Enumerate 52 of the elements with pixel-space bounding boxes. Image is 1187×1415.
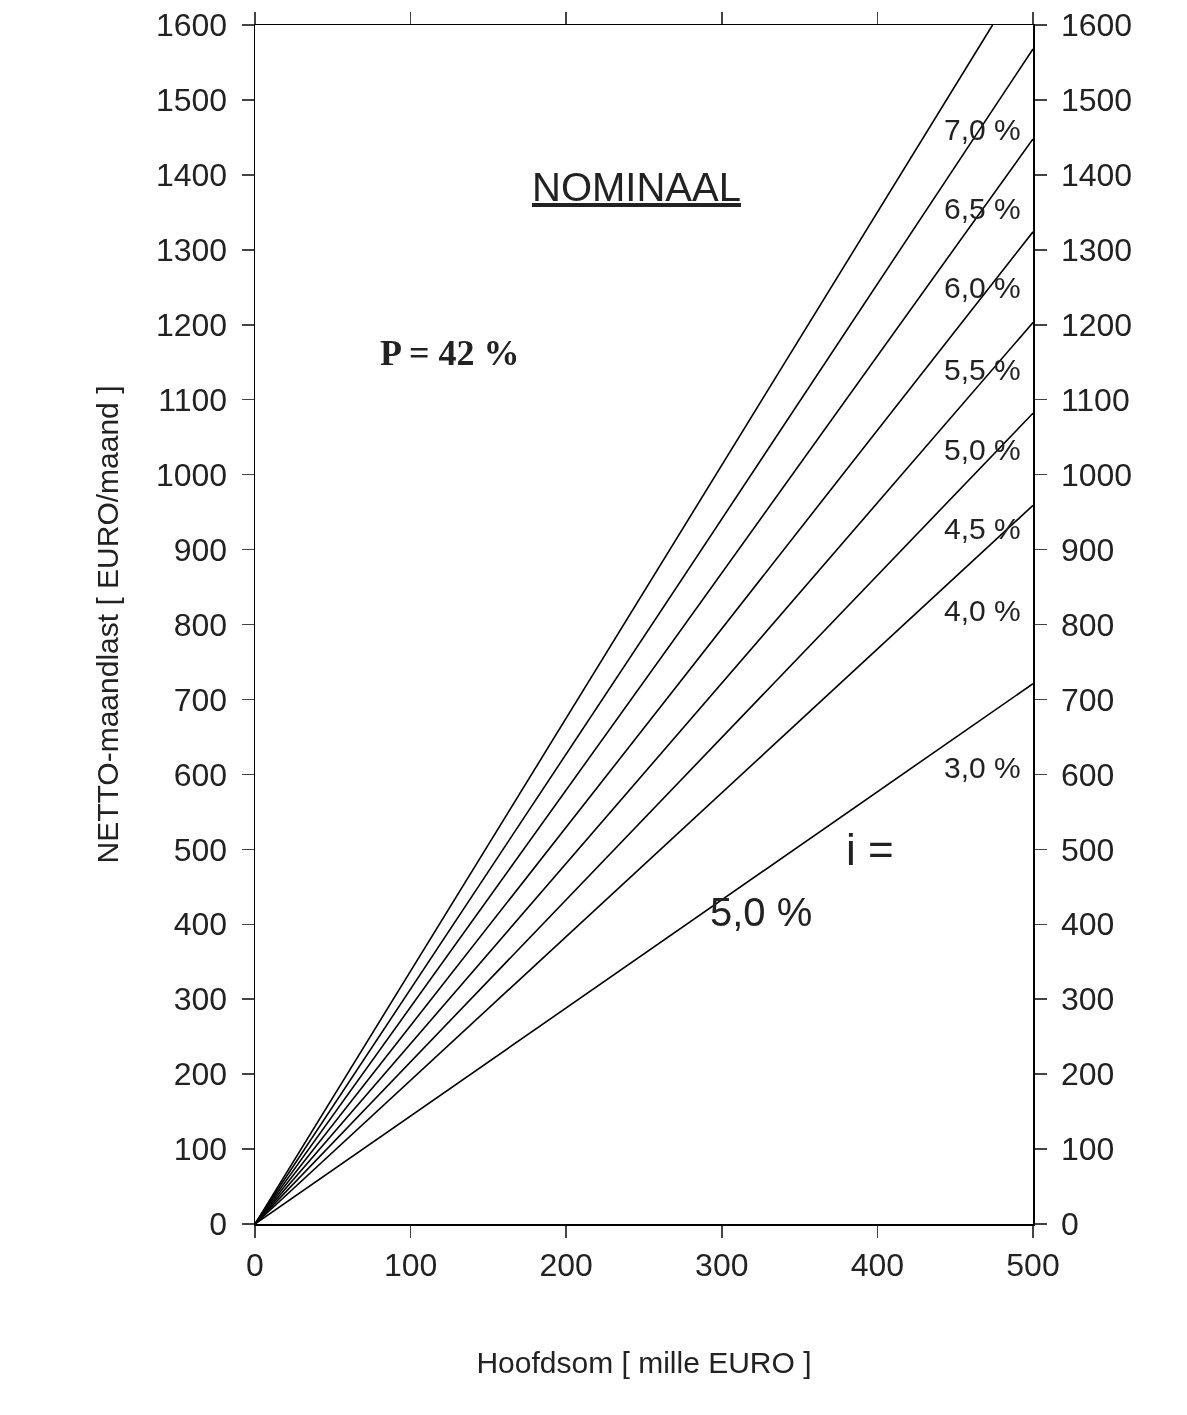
y-tick-label: 0 [209,1206,228,1243]
y-tick-label: 1200 [155,306,228,343]
y-tick-label: 700 [173,681,228,718]
y-tick-label: 300 [173,981,228,1018]
y2-tick-label: 400 [1060,906,1115,943]
y2-tick-label: 900 [1060,531,1115,568]
x-tick-label: 200 [539,1246,593,1283]
annotation: NOMINAAL [532,165,741,209]
x-tick-label: 400 [850,1246,905,1283]
y2-tick-label: 1200 [1060,306,1133,343]
y-tick-label: 1000 [155,456,228,493]
y-tick-label: 800 [173,606,228,643]
y2-tick-label: 800 [1060,606,1115,643]
x-tick-label: 300 [695,1246,749,1283]
annotation: 5,0 % [710,890,813,934]
y2-tick-label: 100 [1060,1131,1115,1168]
y-tick-label: 200 [173,1056,228,1093]
series-label: 3,0 % [944,751,1021,784]
y2-tick-label: 1100 [1060,381,1130,418]
y2-tick-label: 700 [1060,681,1115,718]
y-tick-label: 1400 [155,157,228,194]
x-axis-title: Hoofdsom [ mille EURO ] [476,1346,812,1380]
series-label: 5,0 % [944,433,1021,466]
series-label: 6,0 % [944,271,1021,304]
y-tick-label: 1500 [155,82,228,119]
annotation: P = 42 % [380,333,520,373]
y2-tick-label: 1400 [1060,157,1133,194]
y-axis-title: NETTO-maandlast [ EURO/maand ] [91,385,125,864]
x-tick-label: 100 [383,1246,438,1283]
series-label: 5,5 % [944,353,1021,386]
series-label: 4,0 % [944,594,1021,627]
y-tick-label: 600 [173,756,228,793]
y-tick-label: 500 [173,831,228,868]
y-tick-label: 1100 [158,381,228,418]
y-tick-label: 400 [173,906,228,943]
series-label: 6,5 % [944,192,1021,225]
y-tick-label: 1600 [155,7,228,44]
y2-tick-label: 1000 [1060,456,1133,493]
annotation: i = [846,825,894,874]
y2-tick-label: 200 [1060,1056,1115,1093]
y2-tick-label: 1300 [1060,232,1133,269]
y2-tick-label: 1600 [1060,7,1133,44]
x-tick-label: 0 [246,1246,264,1283]
y2-tick-label: 600 [1060,756,1115,793]
x-tick-label: 500 [1006,1246,1060,1283]
y2-tick-label: 300 [1060,981,1115,1018]
y-tick-label: 1300 [155,232,228,269]
y-tick-label: 900 [173,531,228,568]
y2-tick-label: 500 [1060,831,1115,868]
y2-tick-label: 0 [1060,1206,1079,1243]
y2-tick-label: 1500 [1060,82,1133,119]
y-tick-label: 100 [173,1131,228,1168]
